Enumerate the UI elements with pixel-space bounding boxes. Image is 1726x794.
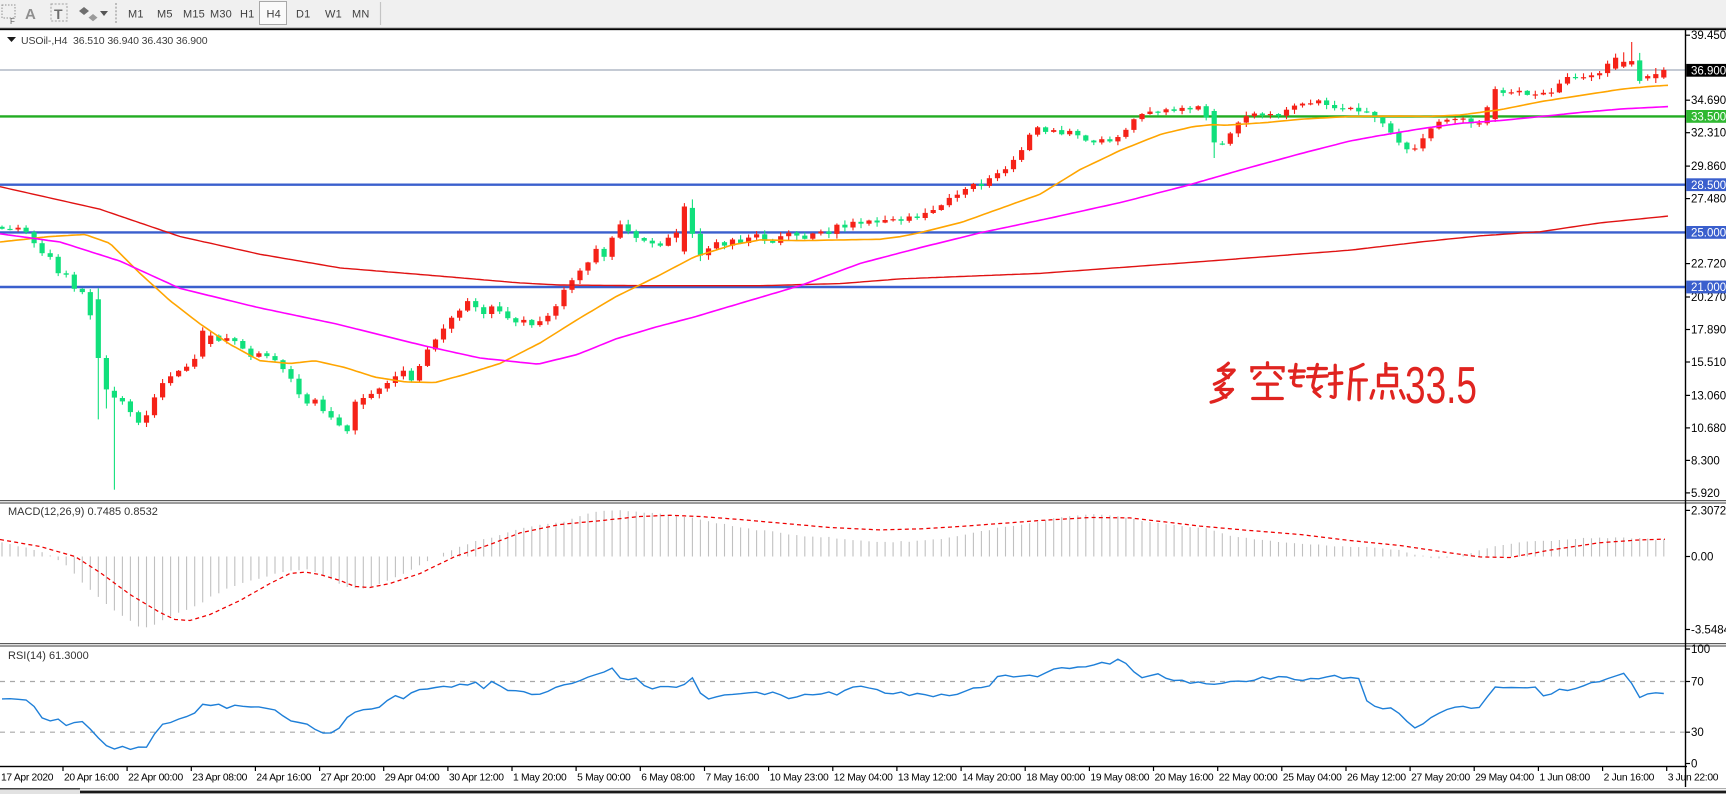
- svg-text:20 May 16:00: 20 May 16:00: [1155, 773, 1214, 784]
- svg-text:14 May 20:00: 14 May 20:00: [962, 773, 1021, 784]
- svg-text:18 May 00:00: 18 May 00:00: [1026, 773, 1085, 784]
- svg-text:27.480: 27.480: [1691, 194, 1726, 206]
- svg-text:30 Apr 12:00: 30 Apr 12:00: [449, 773, 504, 784]
- svg-text:29.860: 29.860: [1691, 161, 1726, 173]
- svg-text:2.3072: 2.3072: [1691, 505, 1726, 517]
- svg-text:12 May 04:00: 12 May 04:00: [834, 773, 893, 784]
- svg-text:33.500: 33.500: [1691, 112, 1726, 124]
- svg-text:7 May 16:00: 7 May 16:00: [706, 773, 760, 784]
- svg-text:30: 30: [1691, 727, 1704, 739]
- svg-text:33.5: 33.5: [1405, 357, 1477, 415]
- svg-text:-3.5484: -3.5484: [1691, 625, 1726, 637]
- svg-text:13 May 12:00: 13 May 12:00: [898, 773, 957, 784]
- svg-text:32.310: 32.310: [1691, 128, 1726, 140]
- svg-text:3 Jun 22:00: 3 Jun 22:00: [1668, 773, 1719, 784]
- svg-text:27 May 20:00: 27 May 20:00: [1411, 773, 1470, 784]
- svg-text:28.500: 28.500: [1691, 180, 1726, 192]
- svg-text:23 Apr 08:00: 23 Apr 08:00: [192, 773, 247, 784]
- svg-text:H4: H4: [267, 9, 281, 21]
- svg-text:USOil-,H4 36.510 36.940 36.43: USOil-,H4 36.510 36.940 36.430 36.900: [21, 35, 208, 47]
- svg-text:6 May 08:00: 6 May 08:00: [641, 773, 695, 784]
- svg-text:M1: M1: [128, 9, 144, 21]
- svg-text:0: 0: [1691, 759, 1697, 771]
- svg-text:29 May 04:00: 29 May 04:00: [1475, 773, 1534, 784]
- svg-text:25.000: 25.000: [1691, 228, 1726, 240]
- svg-text:MN: MN: [352, 9, 370, 21]
- svg-text:39.450: 39.450: [1691, 30, 1726, 42]
- svg-text:10.680: 10.680: [1691, 423, 1726, 435]
- svg-text:15.510: 15.510: [1691, 357, 1726, 369]
- svg-text:2 Jun 16:00: 2 Jun 16:00: [1604, 773, 1655, 784]
- svg-text:17.890: 17.890: [1691, 325, 1726, 337]
- svg-text:M15: M15: [183, 9, 205, 21]
- svg-text:5.920: 5.920: [1691, 488, 1720, 500]
- svg-text:M30: M30: [210, 9, 232, 21]
- svg-text:A: A: [25, 6, 36, 23]
- svg-text:22 Apr 00:00: 22 Apr 00:00: [128, 773, 183, 784]
- svg-text:24 Apr 16:00: 24 Apr 16:00: [256, 773, 311, 784]
- svg-text:19 May 08:00: 19 May 08:00: [1090, 773, 1149, 784]
- svg-text:29 Apr 04:00: 29 Apr 04:00: [385, 773, 440, 784]
- svg-text:F: F: [10, 17, 15, 26]
- svg-text:10 May 23:00: 10 May 23:00: [770, 773, 829, 784]
- svg-text:22.720: 22.720: [1691, 259, 1726, 271]
- svg-text:17 Apr 2020: 17 Apr 2020: [1, 773, 54, 784]
- svg-text:100: 100: [1691, 644, 1710, 656]
- svg-text:34.690: 34.690: [1691, 95, 1726, 107]
- svg-text:8.300: 8.300: [1691, 455, 1720, 467]
- svg-text:70: 70: [1691, 677, 1704, 689]
- svg-text:M5: M5: [157, 9, 173, 21]
- svg-text:36.900: 36.900: [1691, 66, 1726, 78]
- svg-text:RSI(14) 61.3000: RSI(14) 61.3000: [8, 650, 89, 662]
- svg-text:5 May 00:00: 5 May 00:00: [577, 773, 631, 784]
- svg-text:1 Jun 08:00: 1 Jun 08:00: [1539, 773, 1590, 784]
- svg-text:W1: W1: [325, 9, 342, 21]
- svg-text:D1: D1: [296, 9, 310, 21]
- svg-text:MACD(12,26,9) 0.7485 0.8532: MACD(12,26,9) 0.7485 0.8532: [8, 506, 158, 518]
- svg-text:26 May 12:00: 26 May 12:00: [1347, 773, 1406, 784]
- svg-text:21.000: 21.000: [1691, 282, 1726, 294]
- svg-text:13.060: 13.060: [1691, 390, 1726, 402]
- svg-text:20.270: 20.270: [1691, 292, 1726, 304]
- svg-text:20 Apr 16:00: 20 Apr 16:00: [64, 773, 119, 784]
- svg-text:1 May 20:00: 1 May 20:00: [513, 773, 567, 784]
- svg-text:22 May 00:00: 22 May 00:00: [1219, 773, 1278, 784]
- svg-text:T: T: [54, 6, 63, 22]
- svg-text:H1: H1: [240, 9, 254, 21]
- svg-text:27 Apr 20:00: 27 Apr 20:00: [321, 773, 376, 784]
- svg-text:0.00: 0.00: [1691, 552, 1713, 564]
- svg-text:25 May 04:00: 25 May 04:00: [1283, 773, 1342, 784]
